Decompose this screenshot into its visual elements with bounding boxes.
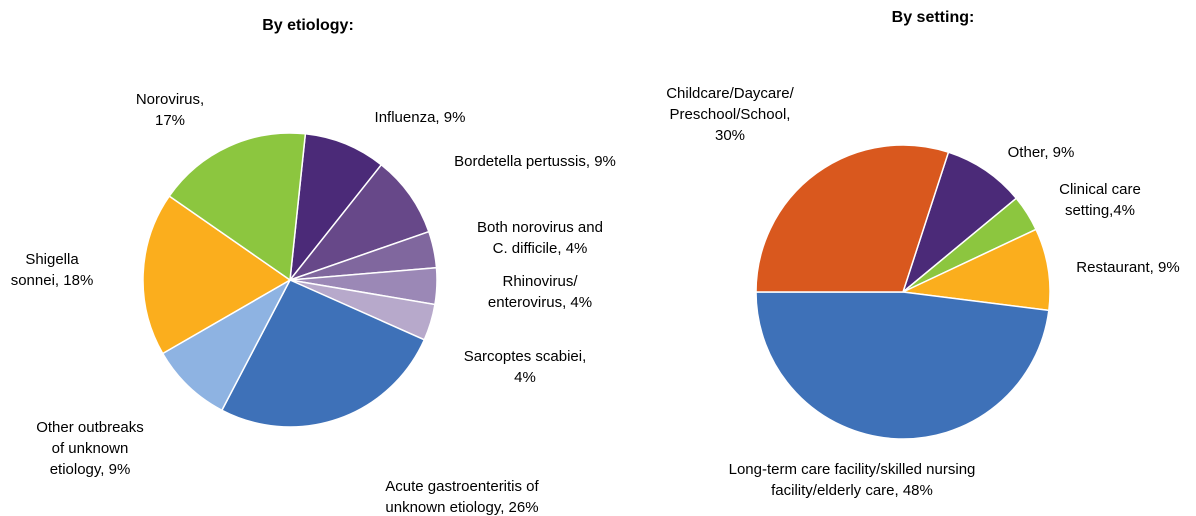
slice-label: Other, 9% xyxy=(1008,144,1075,161)
pie-slice xyxy=(220,279,426,428)
pie-slice xyxy=(161,278,292,412)
slice-label: of unknown xyxy=(52,440,129,457)
pie-slice xyxy=(901,151,1018,295)
chart-title: By etiology: xyxy=(262,17,354,34)
slice-label: enterovirus, 4% xyxy=(488,294,592,311)
slice-label: Rhinovirus/ xyxy=(502,273,578,290)
pie-slice xyxy=(142,195,292,355)
slice-label: setting,4% xyxy=(1065,202,1135,219)
pie-slice xyxy=(900,228,1051,312)
slice-label: 4% xyxy=(514,369,536,386)
slice-label: Childcare/Daycare/ xyxy=(666,85,794,102)
slice-label: Norovirus, xyxy=(136,91,204,108)
pie-slice xyxy=(288,132,383,283)
slice-label: Influenza, 9% xyxy=(375,109,466,126)
slice-label: Clinical care xyxy=(1059,181,1141,198)
slice-label: Acute gastroenteritis of xyxy=(385,478,539,495)
pie-slice xyxy=(755,291,1050,440)
chart-title: By setting: xyxy=(892,9,975,26)
slice-label: Sarcoptes scabiei, xyxy=(464,348,587,365)
slice-label: Both norovirus and xyxy=(477,219,603,236)
slice-label: sonnei, 18% xyxy=(11,272,94,289)
slice-label: 30% xyxy=(715,127,745,144)
slice-label: unknown etiology, 26% xyxy=(385,499,538,516)
slice-label: Restaurant, 9% xyxy=(1076,259,1179,276)
slice-label: Bordetella pertussis, 9% xyxy=(454,153,616,170)
slice-label: C. difficile, 4% xyxy=(493,240,588,257)
slice-label: Shigella xyxy=(25,251,79,268)
slice-label: etiology, 9% xyxy=(50,461,131,478)
slice-label: Other outbreaks xyxy=(36,419,144,436)
slice-label: facility/elderly care, 48% xyxy=(771,482,933,499)
slice-label: 17% xyxy=(155,112,185,129)
pie-slice xyxy=(755,144,950,293)
pie-slice xyxy=(287,163,430,282)
pie-slice xyxy=(168,132,307,282)
slice-label: Preschool/School, xyxy=(670,106,791,123)
slice-label: Long-term care facility/skilled nursing xyxy=(729,461,976,478)
